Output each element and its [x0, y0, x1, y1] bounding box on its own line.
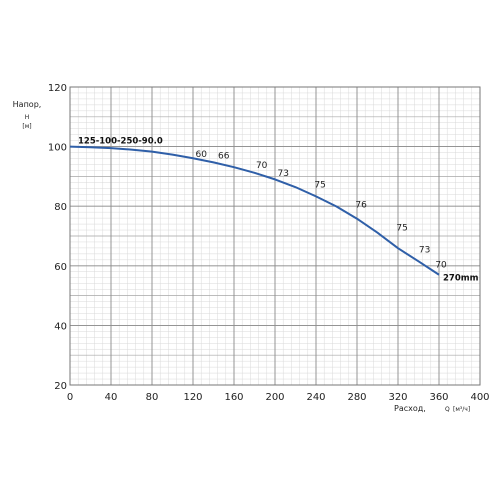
- x-axis-symbol: Q: [445, 406, 450, 413]
- efficiency-label: 73: [277, 169, 288, 179]
- efficiency-label: 75: [396, 224, 407, 234]
- y-axis-title: Напор,: [13, 100, 42, 109]
- x-tick-label: 200: [265, 392, 284, 403]
- series-end-label: 270mm: [443, 274, 479, 284]
- y-tick-label: 120: [48, 83, 67, 94]
- y-axis-symbol: Н: [25, 114, 30, 121]
- efficiency-label: 70: [256, 161, 268, 171]
- x-tick-label: 360: [429, 392, 448, 403]
- efficiency-label: 60: [195, 150, 207, 160]
- y-tick-label: 20: [54, 381, 67, 392]
- efficiency-label: 75: [314, 180, 325, 190]
- efficiency-label: 76: [355, 201, 367, 211]
- x-axis-title: Расход,: [394, 404, 426, 413]
- x-tick-label: 160: [224, 392, 243, 403]
- plot-frame: [69, 86, 481, 386]
- x-tick-label: 120: [183, 392, 202, 403]
- x-tick-label: 280: [347, 392, 366, 403]
- efficiency-label: 66: [218, 152, 230, 162]
- x-tick-label: 80: [146, 392, 159, 403]
- x-tick-label: 240: [306, 392, 325, 403]
- y-tick-label: 80: [54, 202, 67, 213]
- y-tick-label: 40: [54, 321, 67, 332]
- x-tick-label: 400: [470, 392, 489, 403]
- y-tick-label: 100: [48, 143, 67, 154]
- efficiency-label: 70: [435, 260, 447, 270]
- x-tick-label: 0: [67, 392, 73, 403]
- x-tick-label: 40: [105, 392, 118, 403]
- x-axis-unit: [м³/ч]: [453, 406, 470, 413]
- series-name-label: 125-100-250-90.0: [78, 137, 163, 147]
- y-tick-label: 60: [54, 262, 67, 273]
- y-axis-unit: [м]: [22, 123, 31, 130]
- efficiency-label: 73: [419, 245, 430, 255]
- x-tick-label: 320: [388, 392, 407, 403]
- head-curve: [69, 145, 440, 276]
